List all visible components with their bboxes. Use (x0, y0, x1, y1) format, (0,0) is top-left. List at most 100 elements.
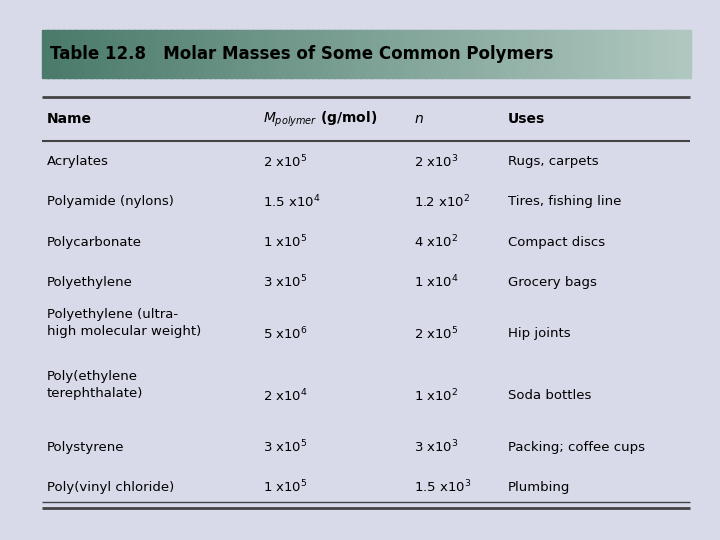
Bar (668, 30, 675, 78)
Text: Polyethylene (ultra-
high molecular weight): Polyethylene (ultra- high molecular weig… (47, 308, 201, 338)
Bar (441, 30, 448, 78)
Bar (415, 30, 421, 78)
Bar (150, 30, 157, 78)
Bar (139, 30, 145, 78)
Bar (663, 30, 670, 78)
Bar (382, 30, 389, 78)
Bar (657, 30, 664, 78)
Bar (625, 30, 632, 78)
Text: 1.5 x10$^3$: 1.5 x10$^3$ (414, 479, 471, 496)
Bar (199, 30, 205, 78)
Bar (495, 30, 503, 78)
Bar (631, 30, 637, 78)
Bar (647, 30, 654, 78)
Bar (161, 30, 167, 78)
Bar (328, 30, 335, 78)
Bar (58, 30, 65, 78)
Bar (144, 30, 151, 78)
Text: 1 x10$^5$: 1 x10$^5$ (263, 234, 307, 251)
Bar (182, 30, 189, 78)
Text: 1 x10$^2$: 1 x10$^2$ (414, 388, 459, 404)
Bar (333, 30, 341, 78)
Bar (679, 30, 685, 78)
Bar (285, 30, 292, 78)
Bar (171, 30, 179, 78)
Bar (409, 30, 416, 78)
Bar (539, 30, 546, 78)
Bar (101, 30, 108, 78)
Bar (549, 30, 556, 78)
Text: Hip joints: Hip joints (508, 327, 570, 340)
Bar (506, 30, 513, 78)
Bar (63, 30, 71, 78)
Text: Poly(ethylene
terephthalate): Poly(ethylene terephthalate) (47, 370, 143, 400)
Bar (555, 30, 562, 78)
Bar (603, 30, 610, 78)
Text: 5 x10$^6$: 5 x10$^6$ (263, 325, 307, 342)
Text: 2 x10$^5$: 2 x10$^5$ (414, 325, 459, 342)
Bar (318, 30, 324, 78)
Text: 1.5 x10$^4$: 1.5 x10$^4$ (263, 193, 320, 210)
Bar (393, 30, 400, 78)
Bar (452, 30, 459, 78)
Bar (215, 30, 222, 78)
Bar (307, 30, 313, 78)
Text: Uses: Uses (508, 112, 545, 126)
Bar (220, 30, 227, 78)
Bar (366, 30, 373, 78)
Bar (652, 30, 659, 78)
Bar (420, 30, 426, 78)
Text: 3 x10$^5$: 3 x10$^5$ (263, 274, 307, 291)
Bar (534, 30, 540, 78)
Text: Poly(vinyl chloride): Poly(vinyl chloride) (47, 481, 174, 494)
Bar (588, 30, 594, 78)
Text: 1.2 x10$^2$: 1.2 x10$^2$ (414, 193, 470, 210)
Bar (544, 30, 551, 78)
Bar (210, 30, 216, 78)
Bar (582, 30, 588, 78)
Bar (485, 30, 492, 78)
Bar (560, 30, 567, 78)
Text: Plumbing: Plumbing (508, 481, 570, 494)
Bar (404, 30, 410, 78)
Bar (253, 30, 259, 78)
Text: Polyethylene: Polyethylene (47, 276, 132, 289)
Bar (511, 30, 518, 78)
Bar (107, 30, 114, 78)
Bar (480, 30, 486, 78)
Bar (463, 30, 470, 78)
Text: 3 x10$^3$: 3 x10$^3$ (414, 439, 459, 456)
Text: 2 x10$^4$: 2 x10$^4$ (263, 388, 307, 404)
Bar (69, 30, 76, 78)
Bar (258, 30, 265, 78)
Text: 4 x10$^2$: 4 x10$^2$ (414, 234, 459, 251)
Text: Acrylates: Acrylates (47, 155, 109, 168)
Bar (642, 30, 648, 78)
Bar (193, 30, 200, 78)
Bar (577, 30, 583, 78)
Bar (134, 30, 140, 78)
Bar (339, 30, 346, 78)
Bar (296, 30, 302, 78)
Bar (674, 30, 680, 78)
Bar (230, 30, 238, 78)
Bar (166, 30, 173, 78)
Bar (490, 30, 497, 78)
Bar (355, 30, 361, 78)
Text: Rugs, carpets: Rugs, carpets (508, 155, 598, 168)
Bar (685, 30, 691, 78)
Bar (469, 30, 475, 78)
Bar (74, 30, 81, 78)
Text: 1 x10$^5$: 1 x10$^5$ (263, 479, 307, 496)
Bar (361, 30, 367, 78)
Bar (204, 30, 211, 78)
Bar (242, 30, 248, 78)
Bar (274, 30, 281, 78)
Text: 1 x10$^4$: 1 x10$^4$ (414, 274, 459, 291)
Bar (431, 30, 438, 78)
Bar (323, 30, 330, 78)
Bar (80, 30, 86, 78)
Bar (620, 30, 626, 78)
Bar (264, 30, 270, 78)
Bar (458, 30, 464, 78)
